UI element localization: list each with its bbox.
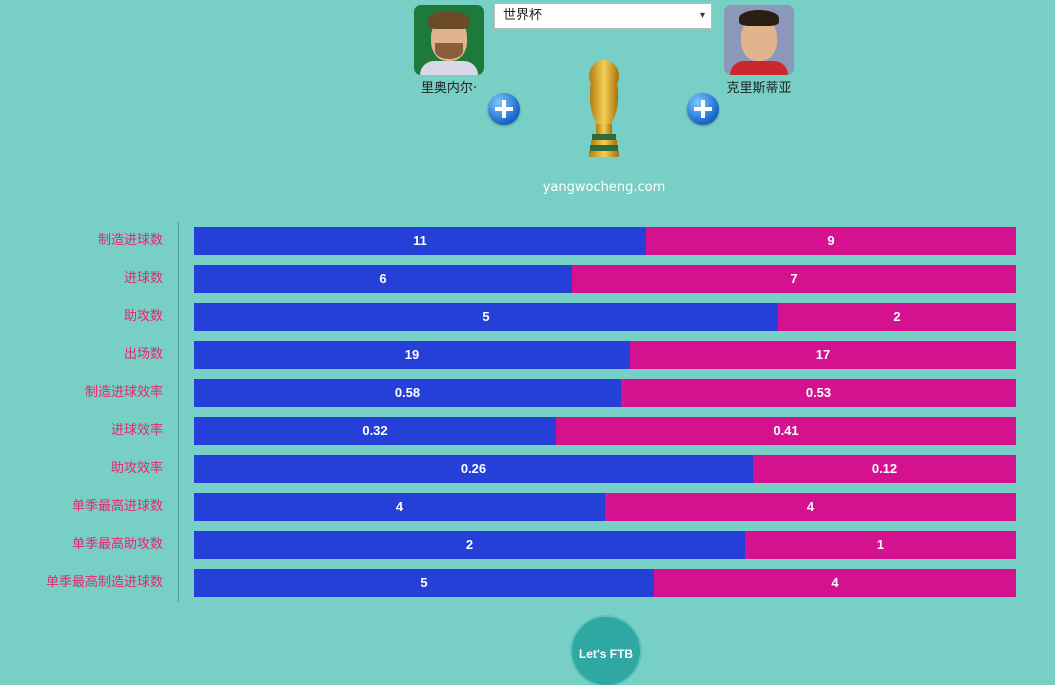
stat-bar: 0.26 0.12 — [194, 455, 1016, 483]
player-left-photo[interactable] — [414, 5, 484, 75]
stat-label: 助攻数 — [123, 309, 163, 324]
chart-divider — [178, 222, 179, 602]
stat-label: 制造进球数 — [97, 233, 163, 248]
stat-bar: 11 9 — [194, 227, 1016, 255]
stat-bar-right-segment: 4 — [605, 493, 1016, 521]
stat-bar-right-segment: 0.12 — [753, 455, 1016, 483]
stat-bar-left-segment: 5 — [194, 303, 778, 331]
stat-bar-left-segment: 2 — [194, 531, 745, 559]
stat-bar: 0.58 0.53 — [194, 379, 1016, 407]
player-left[interactable]: 里奥内尔· — [414, 5, 484, 96]
stat-bar-right-segment: 0.41 — [556, 417, 1016, 445]
trophy-icon — [589, 60, 619, 157]
stat-label: 单季最高进球数 — [71, 499, 163, 514]
stat-bar-right-segment: 1 — [745, 531, 1016, 559]
stat-bar: 0.32 0.41 — [194, 417, 1016, 445]
stat-bar-left-segment: 6 — [194, 265, 572, 293]
stat-bar: 19 17 — [194, 341, 1016, 369]
site-watermark: yangwocheng.com — [542, 180, 666, 195]
player-left-name: 里奥内尔· — [420, 81, 478, 96]
stat-bar-left-segment: 0.32 — [194, 417, 556, 445]
chevron-down-icon: ▾ — [699, 10, 705, 21]
player-right-name: 克里斯蒂亚 — [726, 81, 792, 96]
stat-bar-right-segment: 9 — [646, 227, 1016, 255]
stat-label: 进球数 — [123, 271, 163, 286]
player-right[interactable]: 克里斯蒂亚 — [724, 5, 794, 96]
logo-text: Let's FTB — [578, 647, 634, 661]
stat-bar-left-segment: 0.58 — [194, 379, 621, 407]
stat-label: 助攻效率 — [110, 461, 163, 476]
stat-bar-left-segment: 0.26 — [194, 455, 753, 483]
stat-bar-left-segment: 4 — [194, 493, 605, 521]
stat-bar-left-segment: 19 — [194, 341, 630, 369]
stat-label: 单季最高制造进球数 — [45, 575, 163, 590]
stat-label: 进球效率 — [110, 423, 163, 438]
stat-label: 出场数 — [123, 347, 163, 362]
stat-bar-right-segment: 7 — [572, 265, 1016, 293]
stat-label: 单季最高助攻数 — [71, 537, 163, 552]
add-player-left-button[interactable] — [488, 93, 520, 125]
stat-label: 制造进球效率 — [84, 385, 163, 400]
lets-ftb-logo[interactable]: Let's FTB — [572, 617, 640, 685]
player-right-photo[interactable] — [724, 5, 794, 75]
stat-bar-right-segment: 17 — [630, 341, 1016, 369]
add-player-right-button[interactable] — [687, 93, 719, 125]
competition-select[interactable]: 世界杯 ▾ — [494, 3, 712, 29]
stat-bar-left-segment: 5 — [194, 569, 654, 597]
stat-bar-right-segment: 4 — [654, 569, 1016, 597]
stat-bar-right-segment: 2 — [778, 303, 1016, 331]
stat-bar-right-segment: 0.53 — [621, 379, 1016, 407]
stat-bar-left-segment: 11 — [194, 227, 646, 255]
competition-selected-value: 世界杯 — [503, 8, 543, 23]
